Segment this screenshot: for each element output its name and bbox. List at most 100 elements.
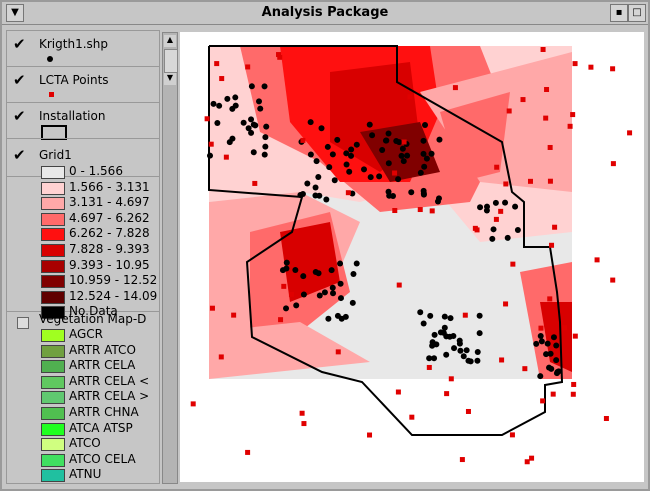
scroll-thumb[interactable] <box>164 49 178 73</box>
lcta-point <box>493 216 499 222</box>
sample-point <box>313 158 320 165</box>
sample-point <box>474 357 481 364</box>
scroll-up[interactable]: ▲ <box>164 35 176 47</box>
lcta-point <box>540 46 546 52</box>
sample-point <box>420 137 427 144</box>
lcta-point <box>276 52 282 58</box>
polygon-symbol <box>41 125 67 140</box>
lcta-point <box>278 317 284 323</box>
sample-point <box>307 151 314 158</box>
lcta-point <box>245 64 251 70</box>
lcta-point <box>494 164 500 170</box>
sample-point <box>326 164 333 171</box>
lcta-point <box>547 144 553 150</box>
sample-point <box>398 152 405 159</box>
swatch <box>41 375 65 389</box>
sample-point <box>367 174 374 181</box>
title-bar: ▼ Analysis Package ▪ □ <box>2 2 648 25</box>
lcta-point <box>448 376 454 382</box>
swatch <box>41 259 65 273</box>
lcta-point <box>417 207 423 213</box>
lcta-point <box>367 432 373 438</box>
sample-point <box>427 312 434 319</box>
sample-point <box>544 340 551 347</box>
class-label: No Data <box>69 304 118 319</box>
sample-point <box>350 270 357 277</box>
lcta-point <box>452 85 458 91</box>
sample-point <box>502 199 509 206</box>
lcta-point <box>288 291 294 297</box>
maximize-button[interactable]: □ <box>628 4 646 22</box>
sample-point <box>283 305 290 312</box>
sample-point <box>490 226 497 233</box>
sample-point <box>248 83 255 90</box>
sample-point <box>315 174 322 181</box>
sample-point <box>334 312 341 319</box>
checkbox[interactable]: ✔ <box>13 35 26 53</box>
sample-point <box>417 309 424 316</box>
menu-button[interactable]: ▼ <box>6 4 24 22</box>
lcta-point <box>567 123 573 129</box>
checkbox[interactable]: ✔ <box>13 107 26 125</box>
lcta-point <box>594 257 600 263</box>
lcta-point <box>407 94 413 100</box>
sample-point <box>325 315 332 322</box>
lcta-point <box>503 301 509 307</box>
sample-point <box>474 349 481 356</box>
swatch <box>41 407 65 420</box>
swatch <box>41 469 65 483</box>
lcta-point <box>252 180 258 186</box>
sample-point <box>318 125 325 132</box>
scroll-down[interactable]: ▼ <box>164 73 176 85</box>
class-label: ARTR CELA < <box>69 373 150 388</box>
lcta-point <box>610 277 616 283</box>
checkbox[interactable] <box>17 317 29 329</box>
sample-point <box>456 340 463 347</box>
lcta-point <box>277 54 283 60</box>
sample-point <box>441 313 448 320</box>
lcta-point <box>245 449 251 455</box>
minimize-button[interactable]: ▪ <box>610 4 628 22</box>
lcta-point <box>527 178 533 184</box>
swatch <box>41 422 65 436</box>
checkbox[interactable]: ✔ <box>13 146 26 164</box>
sample-point <box>300 291 307 298</box>
class-label: AGCR <box>69 327 104 341</box>
sample-point <box>420 187 427 194</box>
sample-point <box>353 260 360 267</box>
lcta-point <box>550 391 556 397</box>
sample-point <box>553 370 560 377</box>
lcta-point <box>627 130 633 136</box>
sample-point <box>316 292 323 299</box>
installation-boundary <box>208 45 564 436</box>
checkbox[interactable]: ✔ <box>13 71 26 89</box>
scrollbar[interactable]: ▲ ▼ <box>162 32 178 484</box>
lcta-point <box>570 391 576 397</box>
sample-point <box>257 105 264 112</box>
lcta-point <box>498 208 504 214</box>
map-view[interactable] <box>180 32 644 482</box>
sample-point <box>460 353 467 360</box>
sample-point <box>393 138 400 145</box>
lcta-point <box>281 283 287 289</box>
sample-point <box>477 204 484 211</box>
lcta-point <box>544 87 550 93</box>
sample-point <box>248 129 255 136</box>
sample-point <box>514 226 521 233</box>
sample-point <box>256 98 263 105</box>
sample-point <box>423 155 430 162</box>
swatch <box>41 228 65 242</box>
sample-point <box>366 121 373 128</box>
sample-point <box>261 83 268 90</box>
sample-point <box>426 355 433 362</box>
lcta-point <box>409 414 415 420</box>
class-label: 12.524 - 14.09 <box>69 288 158 303</box>
sample-point <box>395 176 402 183</box>
sample-point <box>420 150 427 157</box>
sample-point <box>553 357 560 364</box>
lcta-point <box>392 208 398 214</box>
sample-point <box>436 136 443 143</box>
lcta-point <box>204 116 210 122</box>
